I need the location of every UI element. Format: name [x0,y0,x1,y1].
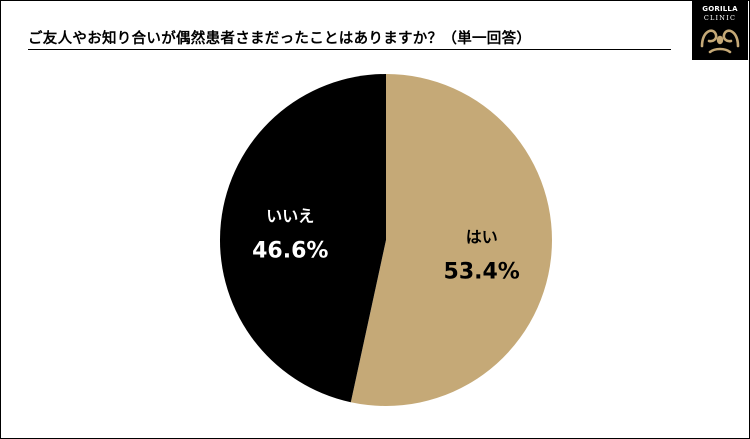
slice-label-1: いいえ [266,207,314,226]
pie-slice-0 [350,74,552,407]
chart-title: ご友人やお知り合いが偶然患者さまだったことはありますか？（単一回答） [28,31,532,47]
slice-value-0: 53.4% [444,259,520,284]
slice-label-0: はい [466,227,498,246]
slice-value-1: 46.6% [252,239,328,264]
logo-text-clinic: CLINIC [703,14,737,22]
gorilla-clinic-logo: GORILLA CLINIC [692,0,748,60]
pie-slice-1 [219,73,386,403]
logo-text-gorilla: GORILLA [702,5,738,13]
title-underline [28,49,671,50]
gorilla-icon [700,29,740,54]
